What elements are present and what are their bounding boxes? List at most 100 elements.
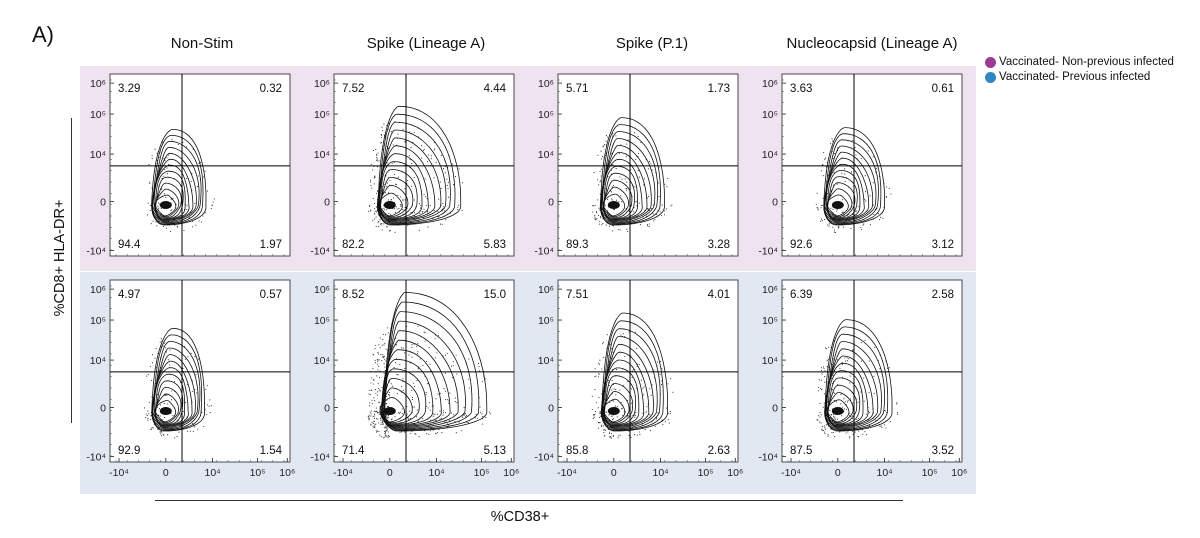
event-dot xyxy=(638,431,640,433)
event-dot xyxy=(372,378,374,381)
event-dot xyxy=(394,416,396,418)
event-dot xyxy=(817,209,819,211)
event-dot xyxy=(424,178,426,180)
event-dot xyxy=(600,150,602,152)
event-dot xyxy=(178,431,180,433)
x-tick-label: 0 xyxy=(611,467,617,479)
event-dot xyxy=(380,354,382,356)
event-dot xyxy=(824,376,826,378)
event-dot xyxy=(160,207,162,210)
event-dot xyxy=(855,210,857,212)
event-dot xyxy=(448,419,451,421)
event-dot xyxy=(406,406,408,408)
event-dot xyxy=(426,161,429,163)
event-dot xyxy=(824,158,826,160)
event-dot xyxy=(594,216,596,218)
y-axis-bracket xyxy=(71,118,72,423)
event-dot xyxy=(375,344,377,346)
event-dot xyxy=(444,210,446,212)
event-dot xyxy=(206,190,208,192)
event-dot xyxy=(428,347,430,349)
contour-line xyxy=(153,367,189,427)
event-dot xyxy=(634,414,636,417)
event-dot xyxy=(375,407,377,409)
event-dot xyxy=(189,430,191,432)
event-dot xyxy=(384,192,386,194)
y-tick-label: 0 xyxy=(548,196,554,208)
event-dot xyxy=(447,196,450,198)
event-dot xyxy=(156,152,158,154)
contour-plot-previous-3: 10⁶ 10⁵ 10⁴ 0 -10⁴-10⁴ 0 10⁴ 10⁵ 10⁶ 7.51 4.01 85.8… xyxy=(534,279,743,479)
event-dot xyxy=(597,376,600,378)
event-dot xyxy=(446,184,448,186)
event-dot xyxy=(163,158,165,160)
event-dot xyxy=(374,359,376,361)
event-dot xyxy=(661,368,663,370)
y-tick-label: 10⁴ xyxy=(314,149,330,161)
event-dot xyxy=(379,337,381,339)
event-dot xyxy=(659,373,661,375)
event-dot xyxy=(889,421,891,423)
event-dot xyxy=(388,392,390,394)
event-dot xyxy=(418,203,420,205)
event-dot xyxy=(433,210,435,212)
event-dot xyxy=(186,205,188,207)
event-dot xyxy=(383,355,385,357)
event-dot xyxy=(374,424,376,426)
event-dot xyxy=(148,401,150,403)
event-dot xyxy=(143,407,146,409)
event-dot xyxy=(461,430,463,432)
y-tick-label: 10⁶ xyxy=(314,284,330,296)
event-dot xyxy=(454,401,456,403)
event-dot xyxy=(872,156,874,158)
event-dot xyxy=(152,220,154,222)
event-dot xyxy=(822,366,825,368)
x-tick-label: 10⁴ xyxy=(652,467,668,479)
legend-dot xyxy=(985,56,996,68)
event-dot xyxy=(370,163,372,166)
event-dot xyxy=(620,334,622,336)
event-dot xyxy=(372,354,374,356)
event-dot xyxy=(382,129,384,131)
event-dot xyxy=(633,132,636,134)
event-dot xyxy=(386,428,388,430)
event-dot xyxy=(663,214,666,216)
event-dot xyxy=(166,394,168,396)
event-dot xyxy=(376,211,378,213)
event-dot xyxy=(612,133,614,135)
x-tick-label: 10⁴ xyxy=(428,467,444,479)
event-dot xyxy=(884,410,886,412)
event-dot xyxy=(197,186,199,188)
event-dot xyxy=(653,220,655,222)
event-dot xyxy=(826,360,828,362)
event-dot xyxy=(156,394,159,396)
event-dot xyxy=(434,414,436,416)
event-dot xyxy=(413,406,415,408)
event-dot xyxy=(385,427,387,429)
event-dot xyxy=(612,418,615,420)
x-tick-label: -10⁴ xyxy=(557,467,577,479)
event-dot xyxy=(603,435,605,437)
event-dot xyxy=(434,338,436,340)
event-dot xyxy=(388,434,390,437)
event-dot xyxy=(417,342,419,344)
event-dot xyxy=(395,206,397,208)
y-tick-label: 10⁴ xyxy=(762,355,778,367)
contour-line xyxy=(601,328,661,430)
event-dot xyxy=(385,430,387,432)
event-dot xyxy=(383,344,385,346)
event-dot xyxy=(207,404,209,406)
event-dot xyxy=(413,199,415,201)
event-dot xyxy=(599,216,602,218)
event-dot xyxy=(462,182,464,184)
y-tick-label: -10⁴ xyxy=(310,452,330,464)
event-dot xyxy=(384,435,386,437)
event-dot xyxy=(149,182,151,185)
contour-line xyxy=(824,355,874,428)
event-dot xyxy=(624,178,626,180)
column-title-spike-p1: Spike (P.1) xyxy=(615,35,689,52)
event-dot xyxy=(443,388,445,390)
event-dot xyxy=(429,363,431,365)
event-dot xyxy=(477,363,480,365)
event-dot xyxy=(400,386,403,388)
